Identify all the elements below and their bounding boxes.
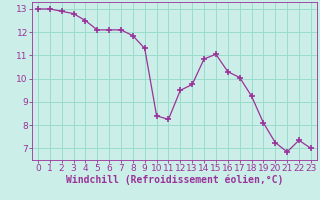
X-axis label: Windchill (Refroidissement éolien,°C): Windchill (Refroidissement éolien,°C)	[66, 175, 283, 185]
